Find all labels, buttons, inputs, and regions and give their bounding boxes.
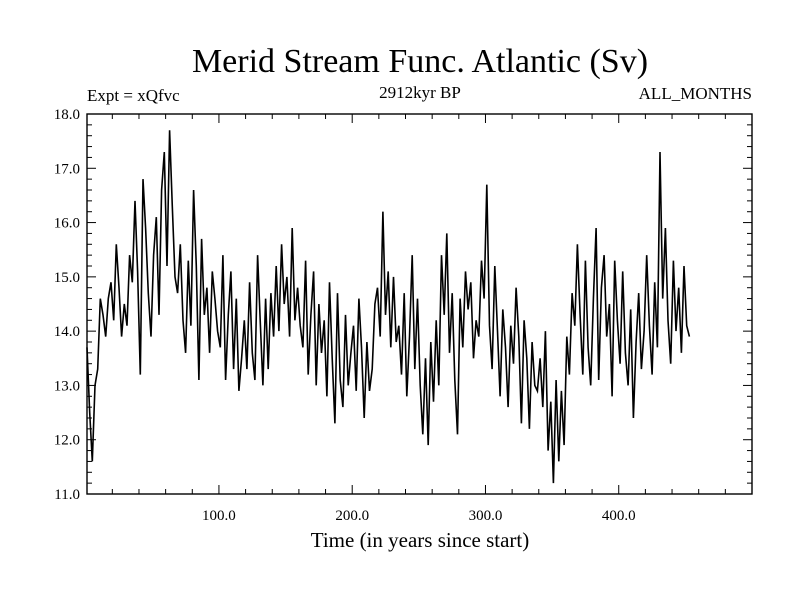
x-axis-label: Time (in years since start): [311, 528, 530, 552]
subtitle-period: 2912kyr BP: [379, 83, 461, 102]
y-tick-label: 18.0: [54, 107, 80, 123]
y-tick-label: 16.0: [54, 216, 80, 232]
subtitle-experiment: Expt = xQfvc: [87, 86, 180, 105]
plot-frame: [86, 113, 753, 495]
chart-title: Merid Stream Func. Atlantic (Sv): [192, 43, 648, 80]
ticks-layer: 11.0 12.0 13.0 14.0 15.0 16.0 17.0 18.0 100.0 200…: [54, 107, 752, 524]
y-tick-label: 17.0: [54, 161, 80, 177]
x-tick-label: 400.0: [602, 508, 636, 524]
x-tick-label: 100.0: [202, 508, 236, 524]
y-tick-label: 12.0: [54, 433, 80, 449]
subtitle-months: ALL_MONTHS: [639, 84, 752, 103]
x-tick-label: 200.0: [335, 508, 369, 524]
x-tick-label: 300.0: [469, 508, 503, 524]
y-tick-label: 15.0: [54, 270, 80, 286]
series-layer: [86, 130, 691, 484]
y-tick-label: 11.0: [54, 487, 80, 503]
y-tick-label: 13.0: [54, 378, 80, 394]
series-line-0: [86, 130, 691, 484]
y-tick-label: 14.0: [54, 324, 80, 340]
